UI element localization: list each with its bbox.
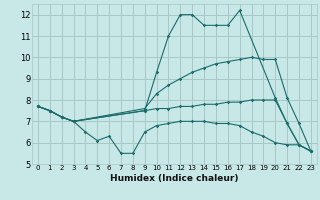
X-axis label: Humidex (Indice chaleur): Humidex (Indice chaleur) <box>110 174 239 183</box>
